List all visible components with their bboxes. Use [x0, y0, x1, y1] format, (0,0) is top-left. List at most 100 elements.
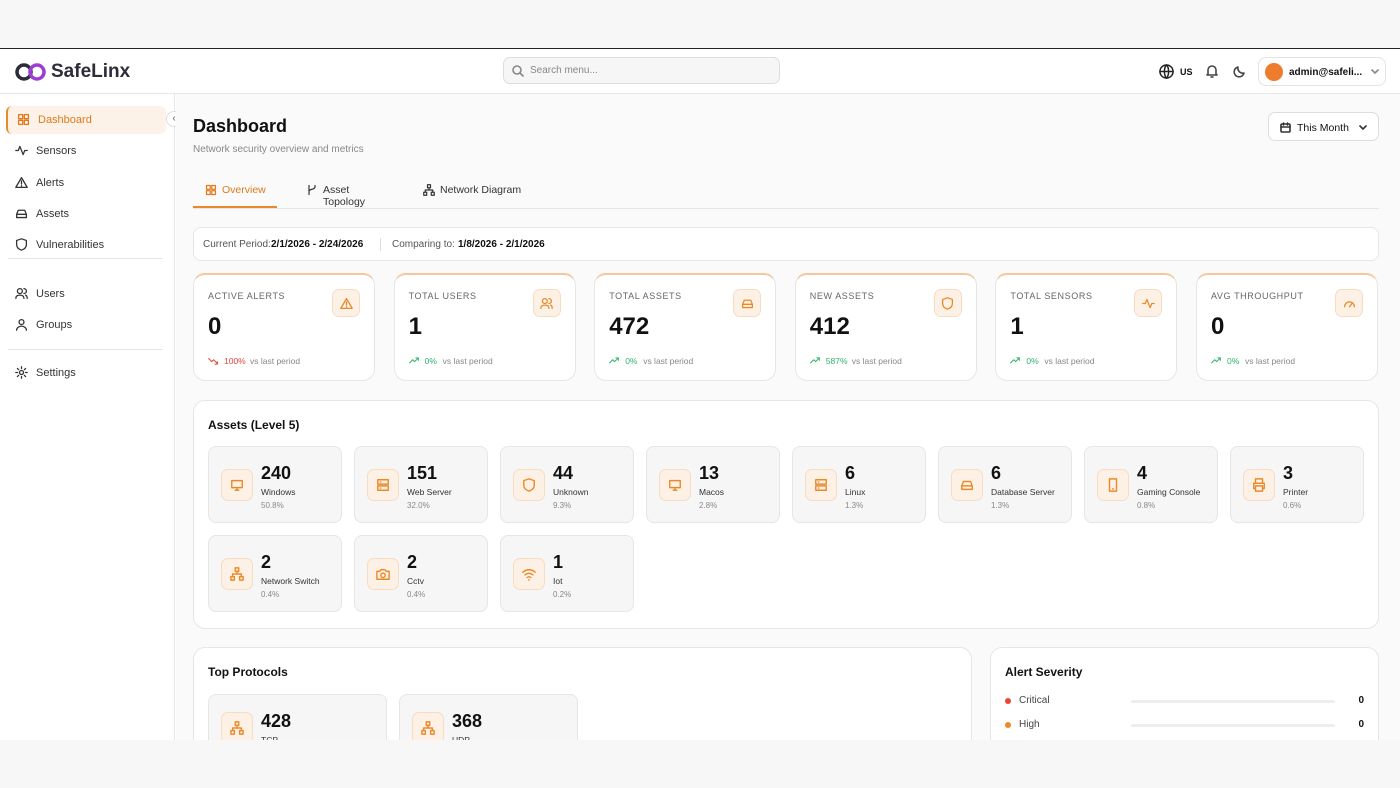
protocol-name: UDP	[452, 735, 470, 740]
asset-count: 2	[407, 552, 418, 572]
separator	[380, 238, 381, 251]
icon	[15, 176, 28, 189]
icon-path	[421, 721, 435, 735]
icon-path	[1211, 357, 1221, 364]
stat-note: vs last period	[643, 356, 694, 366]
stat-note: vs last period	[851, 356, 902, 366]
icon	[669, 479, 681, 491]
stat-icon	[933, 289, 962, 317]
icon-path	[15, 238, 28, 251]
asset-share: 32.0%	[407, 501, 430, 510]
icon-path	[1253, 478, 1265, 492]
icon	[1343, 300, 1355, 307]
severity-track	[1131, 724, 1335, 727]
icon	[1142, 298, 1155, 308]
severity-panel: Alert Severity Critical 0 High 0	[990, 647, 1379, 740]
icon-path	[523, 478, 535, 492]
asset-tile: 4 Gaming Console 0.8%	[1084, 446, 1218, 523]
stat-card: TOTAL USERS 1 0% vs last period	[393, 273, 576, 381]
nav-label: Groups	[36, 319, 73, 331]
stat-icon	[532, 289, 561, 317]
stat-card: NEW ASSETS 412 587% vs last period	[794, 273, 977, 381]
asset-count: 3	[1283, 463, 1294, 483]
icon-path	[15, 287, 28, 300]
locale[interactable]: US	[1180, 67, 1193, 77]
theme-icon[interactable]	[1233, 64, 1247, 78]
globe-icon[interactable]	[1159, 64, 1174, 79]
nav-item[interactable]: Groups	[6, 311, 166, 339]
icon-path	[308, 184, 316, 196]
range-picker[interactable]: This Month	[1268, 112, 1379, 141]
asset-share: 2.8%	[699, 501, 718, 510]
asset-count: 4	[1137, 463, 1148, 483]
icon-path	[15, 318, 28, 331]
icon-path	[961, 480, 973, 491]
top-bar: SafeLinx Search menu... US admin@safeli.…	[0, 49, 1400, 94]
icon-path	[230, 567, 244, 581]
protocol-tile: 368 UDP	[399, 694, 578, 740]
asset-share: 0.4%	[407, 590, 426, 599]
tab[interactable]: Asset Topology	[294, 178, 394, 208]
stat-value: 472	[609, 313, 650, 340]
tab-label: Network Diagram	[440, 184, 522, 196]
nav-item[interactable]: Sensors	[6, 137, 166, 165]
icon	[1010, 357, 1021, 364]
search-icon	[512, 65, 524, 77]
asset-count: 44	[553, 463, 574, 483]
icon-path	[669, 479, 681, 491]
user-email: admin@safeli...	[1289, 67, 1363, 78]
asset-share: 0.6%	[1283, 501, 1302, 510]
bell-icon[interactable]	[1205, 64, 1219, 78]
icon	[15, 366, 28, 379]
icon-path	[15, 176, 28, 189]
icon-path	[1343, 300, 1355, 307]
nav-label: Dashboard	[38, 114, 92, 126]
search-box[interactable]: Search menu...	[503, 57, 780, 84]
icon	[15, 145, 28, 156]
asset-name: Database Server	[991, 487, 1055, 497]
nav-item[interactable]: Users	[6, 280, 166, 308]
severity-count: 0	[1358, 719, 1364, 730]
asset-share: 9.3%	[553, 501, 572, 510]
nav-item[interactable]: Dashboard	[6, 106, 166, 134]
nav-label: Assets	[36, 208, 70, 220]
sidebar: ‹ Dashboard Sensors Alerts Assets Vulnerabil…	[0, 94, 182, 740]
icon	[942, 296, 954, 310]
icon	[230, 567, 244, 581]
avatar	[1265, 63, 1283, 81]
logo-mark	[15, 63, 46, 81]
stat-value: 1	[408, 313, 422, 340]
icon-path	[423, 184, 435, 196]
tab[interactable]: Overview	[193, 178, 277, 208]
icon-path	[522, 569, 536, 581]
tab-label: Overview	[222, 184, 266, 196]
asset-icon	[221, 558, 253, 590]
nav-item[interactable]: Assets	[6, 200, 166, 228]
asset-icon	[221, 469, 253, 501]
icon	[231, 479, 243, 491]
asset-name: Unknown	[553, 487, 589, 497]
asset-name: Windows	[261, 487, 296, 497]
nav-item[interactable]: Vulnerabilities	[6, 231, 166, 259]
icon-path	[376, 568, 390, 580]
severity-track	[1131, 700, 1335, 703]
protocol-count: 368	[452, 711, 483, 731]
protocol-name: TCP	[261, 735, 278, 740]
asset-tile: 2 Network Switch 0.4%	[208, 535, 342, 612]
asset-share: 0.8%	[1137, 501, 1156, 510]
period-compare-label: Comparing to:	[392, 239, 455, 250]
icon	[423, 184, 435, 196]
nav-item[interactable]: Settings	[6, 359, 166, 387]
severity-name: High	[1019, 719, 1040, 730]
icon	[205, 184, 217, 196]
asset-share: 1.3%	[845, 501, 864, 510]
asset-count: 6	[845, 463, 856, 483]
stat-icon	[1134, 289, 1163, 317]
icon-path	[540, 297, 553, 309]
tab[interactable]: Network Diagram	[411, 178, 531, 208]
icon	[523, 478, 535, 492]
nav-item[interactable]: Alerts	[6, 169, 166, 197]
user-menu[interactable]: admin@safeli...	[1258, 57, 1386, 86]
stat-card: TOTAL SENSORS 1 0% vs last period	[995, 273, 1178, 381]
stat-change: 100%	[224, 356, 246, 366]
